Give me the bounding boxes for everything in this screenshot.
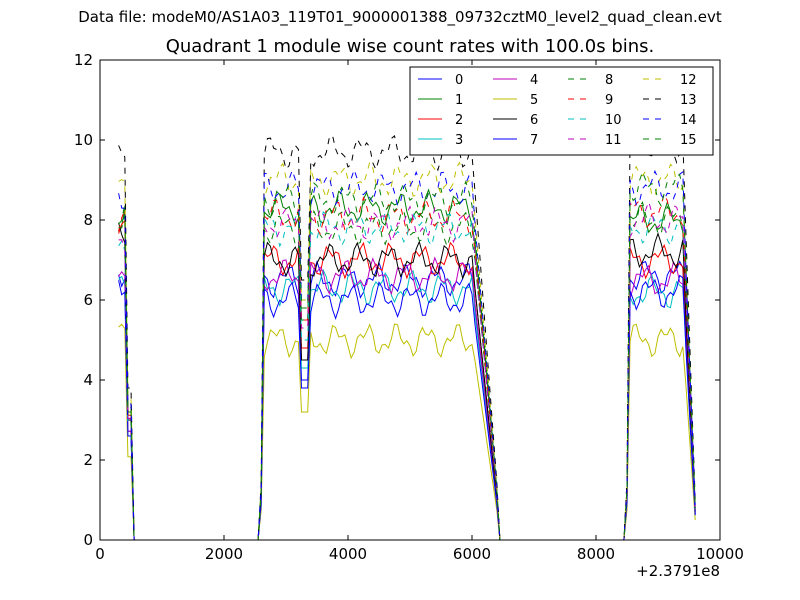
legend-box — [409, 66, 714, 156]
x-tick-label: 8000 — [577, 545, 615, 563]
series-line-1 — [118, 188, 696, 540]
legend-label-14: 14 — [680, 113, 697, 128]
y-tick-label: 10 — [74, 131, 93, 149]
series-line-9 — [118, 192, 696, 540]
series-line-13 — [118, 125, 696, 540]
legend-label-4: 4 — [530, 73, 538, 88]
x-tick-label: 6000 — [453, 545, 491, 563]
y-tick-label: 4 — [83, 371, 93, 389]
legend-label-5: 5 — [530, 93, 538, 108]
series-line-8 — [118, 201, 696, 540]
series-line-12 — [118, 160, 696, 540]
y-tick-label: 0 — [83, 531, 93, 549]
legend-label-1: 1 — [455, 93, 463, 108]
legend-label-7: 7 — [530, 133, 538, 148]
series-line-6 — [118, 222, 696, 540]
series-line-0 — [118, 260, 696, 540]
legend-label-3: 3 — [455, 133, 463, 148]
legend-label-11: 11 — [605, 133, 622, 148]
y-tick-label: 2 — [83, 451, 93, 469]
chart-title: Quadrant 1 module wise count rates with … — [165, 36, 655, 57]
x-tick-label: 4000 — [329, 545, 367, 563]
series-line-3 — [118, 268, 696, 540]
legend-label-15: 15 — [680, 133, 697, 148]
legend-label-9: 9 — [605, 93, 613, 108]
y-tick-label: 12 — [74, 51, 93, 69]
x-tick-label: 0 — [95, 545, 105, 563]
legend-label-13: 13 — [680, 93, 697, 108]
x-tick-label: 10000 — [696, 545, 744, 563]
series-line-4 — [118, 256, 696, 540]
x-axis-offset-label: +2.3791e8 — [636, 562, 720, 580]
data-file-suptitle: Data file: modeM0/AS1A03_119T01_90000013… — [78, 8, 722, 26]
series-layer — [118, 125, 696, 540]
series-line-2 — [118, 219, 696, 540]
series-line-10 — [118, 210, 696, 540]
legend-label-6: 6 — [530, 113, 538, 128]
y-tick-label: 8 — [83, 211, 93, 229]
legend-label-8: 8 — [605, 73, 613, 88]
x-tick-label: 2000 — [205, 545, 243, 563]
legend-label-2: 2 — [455, 113, 463, 128]
legend-label-12: 12 — [680, 73, 697, 88]
series-line-5 — [118, 323, 696, 540]
series-line-11 — [118, 200, 696, 540]
y-tick-label: 6 — [83, 291, 93, 309]
legend-label-10: 10 — [605, 113, 622, 128]
legend-label-0: 0 — [455, 73, 463, 88]
series-line-7 — [118, 274, 696, 540]
series-line-15 — [118, 170, 696, 540]
